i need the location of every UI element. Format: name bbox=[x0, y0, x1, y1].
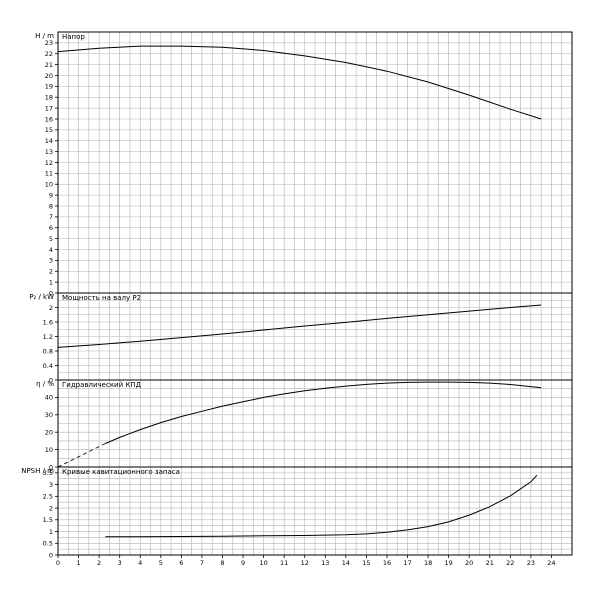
y-tick-label: 16 bbox=[45, 115, 53, 123]
y-tick-label: 20 bbox=[45, 429, 53, 437]
panel-frame bbox=[57, 466, 573, 556]
x-tick-label: 24 bbox=[547, 559, 555, 567]
y-tick-label: 7 bbox=[49, 213, 53, 221]
y-tick-label: 21 bbox=[45, 61, 53, 69]
y-tick-label: 8 bbox=[49, 202, 53, 210]
series-curve bbox=[105, 474, 538, 538]
x-tick-label: 18 bbox=[424, 559, 432, 567]
y-tick-label: 5 bbox=[49, 235, 53, 243]
x-tick-label: 17 bbox=[403, 559, 411, 567]
x-tick-label: 10 bbox=[259, 559, 267, 567]
y-tick-label: 4 bbox=[49, 246, 53, 254]
y-tick-label: 0.5 bbox=[43, 540, 53, 548]
y-tick-label: 1.5 bbox=[43, 516, 53, 524]
y-tick-label: 2 bbox=[49, 268, 53, 276]
y-tick-label: 40 bbox=[45, 394, 53, 402]
y-tick-label: 15 bbox=[45, 126, 53, 134]
x-tick-label: 4 bbox=[138, 559, 142, 567]
x-tick-label: 0 bbox=[56, 559, 60, 567]
y-tick-label: 0 bbox=[49, 289, 53, 297]
x-tick-label: 19 bbox=[444, 559, 452, 567]
x-tick-label: 11 bbox=[280, 559, 288, 567]
y-tick-label: 0 bbox=[49, 376, 53, 384]
y-tick-label: 10 bbox=[45, 446, 53, 454]
y-axis-label: H / m bbox=[35, 32, 54, 40]
y-tick-label: 3.5 bbox=[43, 469, 53, 477]
x-tick-label: 22 bbox=[506, 559, 514, 567]
y-tick-label: 3 bbox=[49, 257, 53, 265]
x-tick-label: 15 bbox=[362, 559, 370, 567]
y-tick-label: 3 bbox=[49, 481, 53, 489]
x-tick-label: 2 bbox=[97, 559, 101, 567]
panel-title: Мощность на валу P2 bbox=[62, 294, 141, 302]
y-tick-label: 10 bbox=[45, 181, 53, 189]
panel-title: Гидравлический КПД bbox=[62, 381, 142, 389]
panel-title: Напор bbox=[62, 33, 85, 41]
y-tick-label: 1 bbox=[49, 278, 53, 286]
x-tick-label: 14 bbox=[342, 559, 350, 567]
y-tick-label: 0.8 bbox=[43, 347, 53, 355]
x-tick-label: 12 bbox=[301, 559, 309, 567]
y-tick-label: 0 bbox=[49, 463, 53, 471]
y-tick-label: 18 bbox=[45, 94, 53, 102]
series-curve bbox=[105, 381, 542, 444]
x-tick-label: 20 bbox=[465, 559, 473, 567]
x-tick-label: 1 bbox=[76, 559, 80, 567]
x-tick-label: 6 bbox=[179, 559, 183, 567]
x-tick-label: 23 bbox=[527, 559, 535, 567]
panel-title: Кривые кавитационного запаса bbox=[62, 468, 180, 476]
dashed-curve bbox=[57, 443, 106, 468]
y-tick-label: 2 bbox=[49, 304, 53, 312]
x-tick-label: 13 bbox=[321, 559, 329, 567]
y-tick-label: 0.4 bbox=[43, 362, 53, 370]
y-tick-label: 2 bbox=[49, 504, 53, 512]
y-tick-label: 30 bbox=[45, 411, 53, 419]
y-tick-label: 17 bbox=[45, 104, 53, 112]
y-tick-label: 6 bbox=[49, 224, 53, 232]
y-axis-label: NPSH / m bbox=[21, 467, 54, 475]
y-tick-label: 0 bbox=[49, 551, 53, 559]
y-tick-label: 20 bbox=[45, 72, 53, 80]
x-tick-label: 9 bbox=[241, 559, 245, 567]
y-tick-label: 23 bbox=[45, 39, 53, 47]
y-tick-label: 22 bbox=[45, 50, 53, 58]
x-tick-label: 8 bbox=[220, 559, 224, 567]
y-tick-label: 2.5 bbox=[43, 493, 53, 501]
y-tick-label: 19 bbox=[45, 83, 53, 91]
series-curve bbox=[57, 45, 542, 120]
y-tick-label: 1 bbox=[49, 528, 53, 536]
x-tick-label: 16 bbox=[383, 559, 391, 567]
y-tick-label: 14 bbox=[45, 137, 53, 145]
x-tick-label: 21 bbox=[486, 559, 494, 567]
y-tick-label: 13 bbox=[45, 148, 53, 156]
x-tick-label: 7 bbox=[200, 559, 204, 567]
series-curve bbox=[57, 304, 542, 348]
y-axis-label: P₂ / kW bbox=[29, 293, 54, 301]
y-tick-label: 12 bbox=[45, 159, 53, 167]
y-axis-label: η / % bbox=[36, 380, 54, 388]
y-tick-label: 1.2 bbox=[43, 333, 53, 341]
y-tick-label: 1.6 bbox=[43, 318, 53, 326]
y-tick-label: 11 bbox=[45, 170, 53, 178]
x-tick-label: 3 bbox=[118, 559, 122, 567]
x-tick-label: 5 bbox=[159, 559, 163, 567]
y-tick-label: 9 bbox=[49, 191, 53, 199]
